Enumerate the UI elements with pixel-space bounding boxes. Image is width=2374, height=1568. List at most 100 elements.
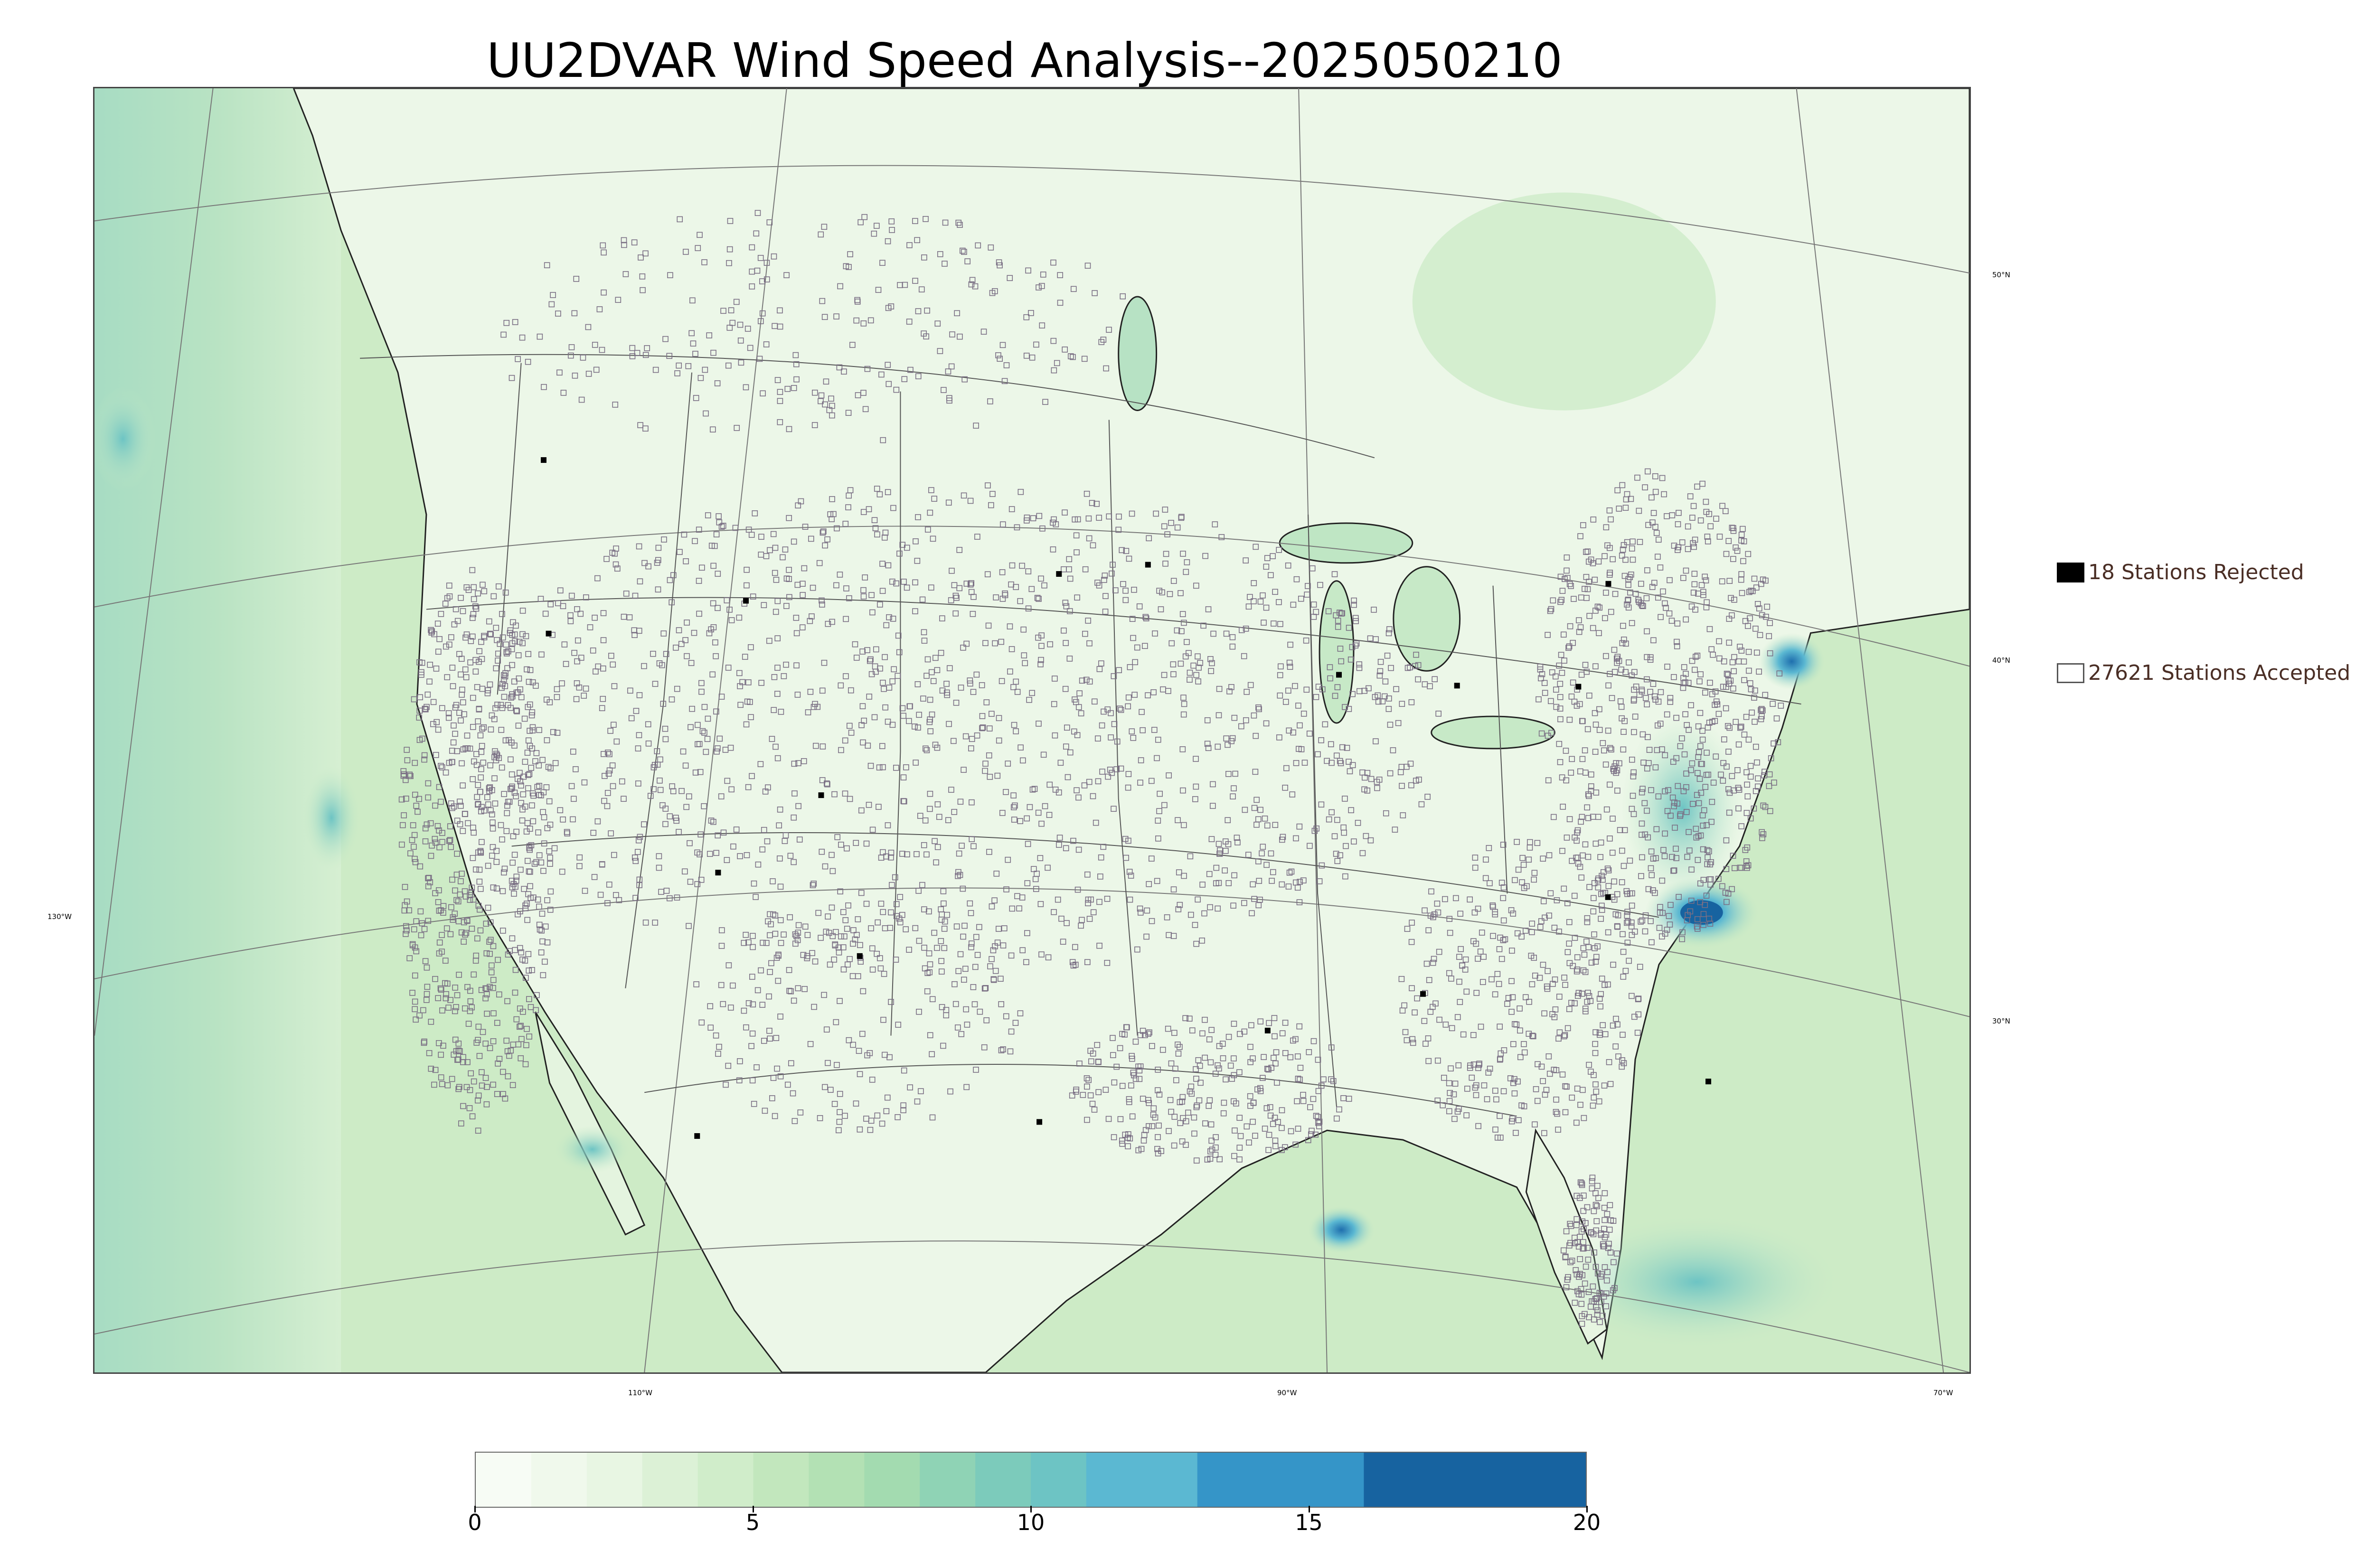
station-accepted-marker [1019,947,1026,953]
station-accepted-marker [499,685,505,691]
great-lakes-michigan [1319,580,1355,724]
station-accepted-marker [464,1059,471,1065]
station-accepted-marker [795,930,801,936]
station-accepted-marker [637,834,643,840]
station-accepted-marker [460,782,466,789]
station-accepted-marker [718,694,725,700]
station-accepted-marker [1540,898,1547,904]
station-accepted-marker [1127,1135,1133,1142]
station-accepted-marker [724,857,730,863]
station-accepted-marker [507,948,513,954]
station-accepted-marker [1274,1080,1280,1086]
station-accepted-marker [478,774,484,781]
station-accepted-marker [1563,1284,1570,1290]
station-accepted-marker [583,685,589,692]
station-accepted-marker [651,762,658,768]
station-accepted-marker [1719,503,1725,509]
station-accepted-marker [947,1088,953,1095]
station-accepted-marker [458,803,464,809]
station-accepted-marker [999,342,1006,348]
station-accepted-marker [452,1008,458,1014]
station-accepted-marker [1093,819,1099,826]
station-accepted-marker [642,250,649,257]
station-accepted-marker [1710,779,1717,786]
station-accepted-marker [546,848,553,854]
station-accepted-marker [1347,657,1354,663]
station-accepted-marker [455,1047,462,1054]
station-accepted-marker [854,932,860,938]
station-accepted-marker [1651,580,1658,586]
station-accepted-marker [529,709,536,715]
station-accepted-marker [473,605,480,612]
station-accepted-marker [1621,637,1627,643]
station-accepted-marker [1607,781,1613,788]
station-accepted-marker [452,911,458,917]
station-accepted-marker [1173,1077,1179,1083]
station-accepted-marker [413,948,420,955]
station-accepted-marker [510,833,517,839]
station-accepted-marker [846,595,852,601]
station-accepted-marker [528,712,535,719]
station-accepted-marker [1630,556,1636,563]
station-accepted-marker [1500,1088,1507,1094]
station-accepted-marker [863,840,870,847]
station-accepted-marker [1126,869,1133,875]
station-accepted-marker [1694,916,1701,922]
station-accepted-marker [521,886,528,892]
station-accepted-marker [1609,849,1616,856]
station-accepted-marker [489,962,495,969]
station-accepted-marker [1665,787,1671,793]
station-accepted-marker [508,756,514,763]
station-accepted-marker [1241,653,1247,659]
station-accepted-marker [1012,802,1018,809]
station-accepted-marker [820,743,826,750]
station-accepted-marker [426,678,433,685]
station-accepted-marker [487,762,493,769]
station-accepted-marker [875,919,881,926]
station-accepted-marker [1687,493,1694,499]
station-accepted-marker [1778,703,1784,709]
station-accepted-marker [635,837,642,844]
station-accepted-marker [604,790,611,796]
station-accepted-marker [885,362,891,368]
station-accepted-marker [1776,670,1783,676]
station-accepted-marker [953,595,960,601]
station-accepted-marker [1222,838,1229,845]
station-accepted-marker [470,896,477,903]
station-accepted-marker [412,855,418,862]
station-accepted-marker [895,1114,901,1120]
station-accepted-marker [1055,896,1061,903]
station-accepted-marker [821,224,828,230]
station-accepted-marker [1622,669,1629,676]
station-accepted-marker [412,972,418,979]
station-accepted-marker [1081,356,1088,362]
station-accepted-marker [1296,1023,1303,1030]
station-accepted-marker [1221,1099,1227,1106]
station-accepted-marker [1692,536,1698,543]
station-accepted-marker [1579,1182,1585,1188]
station-accepted-marker [1208,1027,1215,1033]
station-accepted-marker [871,230,877,237]
station-accepted-marker [1292,1141,1299,1148]
station-accepted-marker [1567,1239,1573,1246]
station-accepted-marker [1747,815,1754,822]
station-accepted-marker [901,579,907,585]
station-accepted-marker [1125,1131,1131,1137]
station-accepted-marker [511,789,518,796]
station-accepted-marker [897,282,903,288]
wind-speed-map[interactable] [93,87,1971,1374]
station-accepted-marker [942,918,948,925]
station-accepted-marker [1377,668,1384,675]
station-accepted-marker [544,897,550,903]
station-accepted-marker [1702,784,1709,790]
station-accepted-marker [1160,686,1166,693]
station-accepted-marker [889,882,895,888]
station-accepted-marker [490,884,497,891]
station-accepted-marker [661,536,667,543]
station-accepted-marker [1315,1119,1321,1126]
station-accepted-marker [749,244,755,251]
station-accepted-marker [974,952,981,958]
station-accepted-marker [446,593,453,600]
station-accepted-marker [1459,962,1465,969]
station-accepted-marker [807,618,813,624]
